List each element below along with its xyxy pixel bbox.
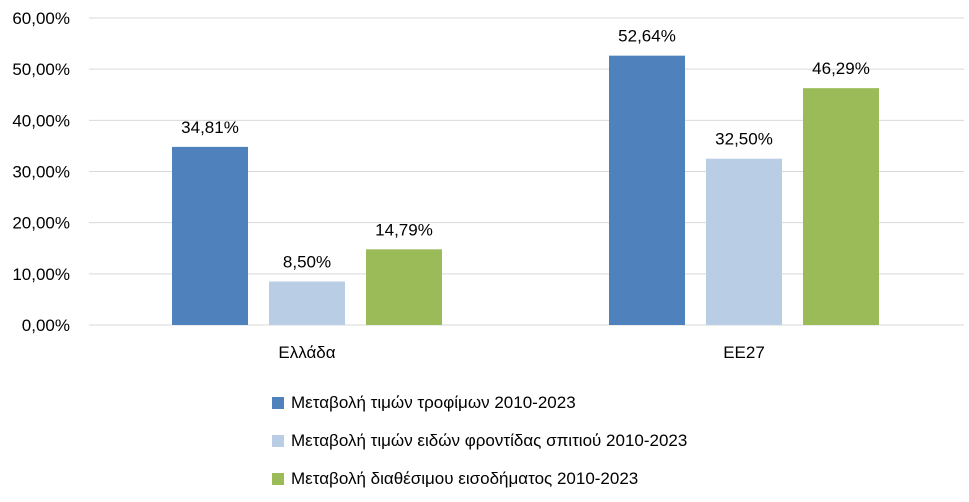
legend-item-household-care-prices: Μεταβολή τιμών ειδών φροντίδας σπιτιού 2… [272,422,792,460]
x-axis-category-labels: Ελλάδα ΕΕ27 [278,343,764,362]
data-label-series-1-category-1: 32,50% [715,130,773,149]
data-label-series-2-category-0: 14,79% [375,220,433,239]
data-label-series-1-category-0: 8,50% [283,253,331,272]
legend-swatch-disposable-income [272,473,284,485]
y-tick-label: 0,00% [22,316,70,335]
y-tick-label: 50,00% [12,60,70,79]
bars [172,55,879,326]
x-category-label: ΕΕ27 [723,343,765,362]
bar-series-2-category-0 [366,249,442,325]
legend-label-household-care-prices: Μεταβολή τιμών ειδών φροντίδας σπιτιού 2… [291,431,688,450]
data-label-series-2-category-1: 46,29% [812,59,870,78]
y-tick-label: 30,00% [12,163,70,182]
legend-item-disposable-income: Μεταβολή διαθέσιμου εισοδήματος 2010-202… [272,460,792,498]
y-tick-label: 40,00% [12,111,70,130]
bar-series-2-category-1 [803,88,879,325]
chart-legend: Μεταβολή τιμών τροφίμων 2010-2023 Μεταβο… [272,384,792,498]
legend-item-food-prices: Μεταβολή τιμών τροφίμων 2010-2023 [272,384,792,422]
y-axis-tick-labels: 0,00% 10,00% 20,00% 30,00% 40,00% 50,00% 60,00… [12,9,70,335]
data-label-series-0-category-1: 52,64% [618,27,676,46]
bar-series-0-category-0 [172,146,248,325]
y-tick-label: 10,00% [12,265,70,284]
data-label-series-0-category-0: 34,81% [181,118,239,137]
data-labels: 34,81% 52,64% 8,50% 32,50% 14,79% 46,29% [181,27,870,272]
x-category-label: Ελλάδα [278,343,335,362]
bar-series-1-category-1 [706,158,782,325]
bar-series-1-category-0 [269,281,345,325]
legend-swatch-household-care-prices [272,435,284,447]
bar-series-0-category-1 [609,55,685,326]
y-tick-label: 20,00% [12,214,70,233]
y-tick-label: 60,00% [12,9,70,28]
legend-swatch-food-prices [272,397,284,409]
legend-label-disposable-income: Μεταβολή διαθέσιμου εισοδήματος 2010-202… [291,469,639,488]
legend-label-food-prices: Μεταβολή τιμών τροφίμων 2010-2023 [291,393,576,412]
